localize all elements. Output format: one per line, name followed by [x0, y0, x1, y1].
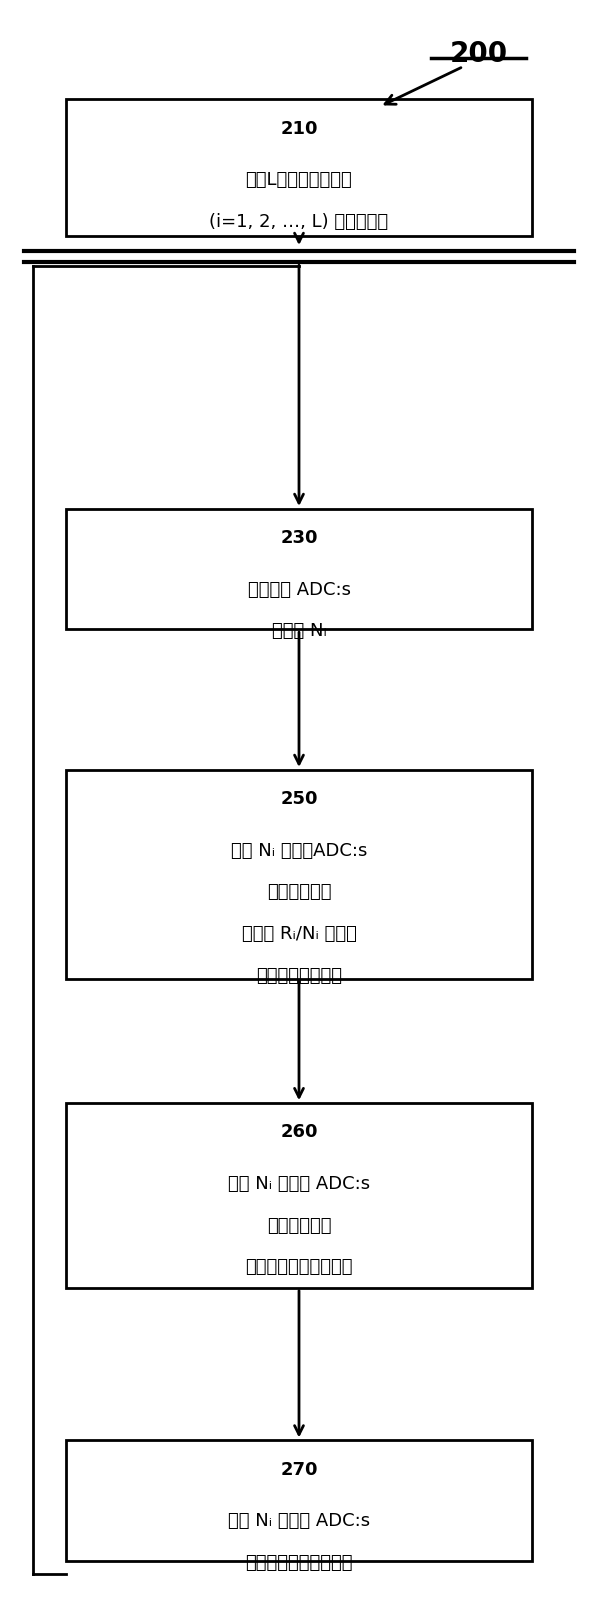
Text: 250: 250 — [280, 790, 318, 807]
Text: 对于 Nᵢ 个组分 ADC:s: 对于 Nᵢ 个组分 ADC:s — [228, 1512, 370, 1530]
Bar — [66, 1441, 532, 1560]
Text: 的数目 Nᵢ: 的数目 Nᵢ — [271, 623, 327, 640]
Text: 将相应样本进行数字化: 将相应样本进行数字化 — [245, 1258, 353, 1276]
Text: 对于 Nᵢ 个组分ADC:s: 对于 Nᵢ 个组分ADC:s — [231, 841, 367, 859]
Text: 对于L个模拟输入信号: 对于L个模拟输入信号 — [246, 172, 352, 189]
Text: 选择组分 ADC:s: 选择组分 ADC:s — [248, 581, 350, 599]
Text: 230: 230 — [280, 530, 318, 547]
Text: 输入信号进行采样: 输入信号进行采样 — [256, 966, 342, 984]
Text: 的数字化样本进行复用: 的数字化样本进行复用 — [245, 1554, 353, 1571]
Bar — [66, 770, 532, 979]
Text: 210: 210 — [280, 119, 318, 138]
Text: 中的每一个，: 中的每一个， — [267, 1217, 331, 1234]
Text: 对于 Nᵢ 个组分 ADC:s: 对于 Nᵢ 个组分 ADC:s — [228, 1175, 370, 1193]
Text: 200: 200 — [449, 40, 508, 67]
Text: 中的每一个，: 中的每一个， — [267, 883, 331, 900]
Bar — [66, 1104, 532, 1287]
Bar — [66, 510, 532, 629]
Text: (i=1, 2, …, L) 中的每一个: (i=1, 2, …, L) 中的每一个 — [209, 213, 389, 231]
Text: 270: 270 — [280, 1461, 318, 1478]
Text: 260: 260 — [280, 1124, 318, 1141]
Bar — [66, 100, 532, 236]
Text: 以速率 Rᵢ/Nᵢ 对模拟: 以速率 Rᵢ/Nᵢ 对模拟 — [242, 924, 356, 942]
